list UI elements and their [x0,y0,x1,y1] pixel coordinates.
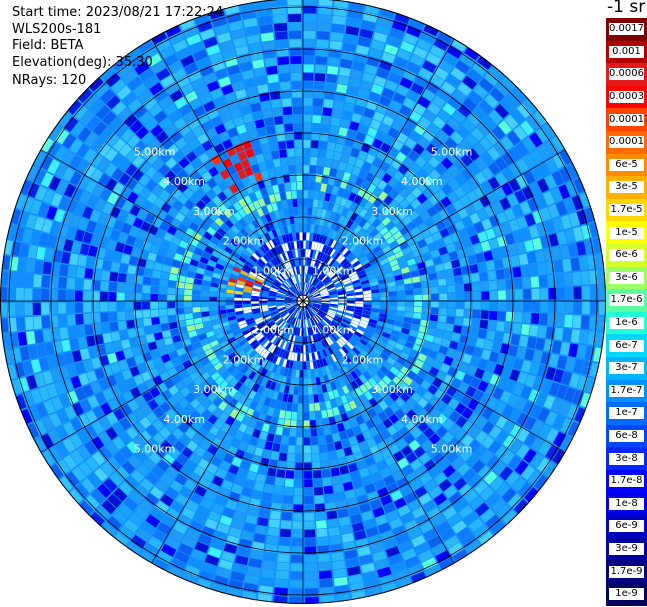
colorbar-label: 6e-7 [609,339,644,352]
range-ring-label: 5.00km [134,146,176,159]
range-ring-label: 3.00km [371,383,413,396]
field-name: Field: BETA [12,38,84,54]
colorbar-cell: 3e-7 [606,357,647,381]
range-gate-group [0,0,603,597]
colorbar-label: 1.7e-6 [609,294,644,307]
colorbar-label: 1e-7 [609,407,644,420]
colorbar-cell: 3e-6 [606,266,647,290]
colorbar-label: 1.7e-5 [609,204,644,217]
colorbar-label: 0.00017 [609,113,647,126]
colorbar-label: 1e-5 [609,226,644,239]
start-time: Start time: 2023/08/21 17:22:24 [12,5,224,20]
ppi-scan-plot: 1.00km 1.00km 1.00km 1.00km 2.00km 2.00km 2.00… [0,0,606,604]
colorbar-cell: 0.0003 [606,85,647,109]
colorbar-cell: 1e-7 [606,402,647,426]
colorbar-cell: 6e-5 [606,153,647,177]
colorbar-label: 0.0006 [609,68,644,81]
colorbar-cell: 6e-9 [606,515,647,539]
azimuth-spoke [151,38,304,302]
colorbar-label: 1e-9 [609,588,644,601]
azimuth-spoke [302,300,455,564]
range-gate-group [0,6,597,604]
polar-grid [0,0,606,604]
range-ring-label: 2.00km [223,235,265,248]
azimuth-spoke [302,38,455,302]
colorbar-cell: 3e-8 [606,447,647,471]
colorbar-label: 1e-8 [609,497,644,510]
colorbar-cell: 1e-6 [606,311,647,335]
device-name: WLS200s-181 [12,21,102,37]
range-ring-label: 2.00km [342,235,384,248]
range-ring-label: 2.00km [223,353,265,366]
colorbar-label: 3e-6 [609,271,644,284]
colorbar-label: 1.7e-9 [609,565,644,578]
range-ring-label: 1.00km [253,324,295,337]
range-ring-label: 3.00km [193,383,235,396]
colorbar-label: 1e-6 [609,317,644,330]
range-ring-label: 3.00km [371,205,413,218]
azimuth-spoke [302,300,566,453]
range-gate-group [1,0,599,590]
range-ring-label: 1.00km [312,264,354,277]
range-ring-label: 1.00km [312,324,354,337]
colorbar-label: 3e-5 [609,181,644,194]
colorbar-cell: 1e-5 [606,221,647,245]
range-gate-group [227,270,264,293]
elevation: Elevation(deg): 35.30 [12,54,153,70]
azimuth-spoke [40,300,304,453]
colorbar-label: 0.0017 [609,23,644,36]
range-ring-label: 4.00km [163,413,205,426]
ray-count: NRays: 120 [12,73,87,89]
colorbar-cell: 1.7e-9 [606,560,647,584]
range-ring-label: 1.00km [253,264,295,277]
range-gate-group [3,0,606,598]
colorbar-label: 6e-5 [609,158,644,171]
range-gate-group [226,274,257,295]
range-gate-group [22,14,606,603]
colorbar-label: 1.7e-8 [609,475,644,488]
range-ring-labels: 1.00km 1.00km 1.00km 1.00km 2.00km 2.00km 2.00… [134,146,473,456]
colorbar-cell: 1.7e-8 [606,470,647,494]
colorbar-cell: 1.7e-6 [606,289,647,313]
colorbar-cell: 1e-8 [606,492,647,516]
azimuth-spoke [40,149,304,302]
azimuth-spoke [302,149,566,302]
colorbar-label: 3e-7 [609,362,644,375]
colorbar-label: 6e-8 [609,430,644,443]
colorbar-cell: 1.7e-5 [606,198,647,222]
colorbar-label: 1.7e-7 [609,384,644,397]
colorbar-cell: 6e-6 [606,244,647,268]
colorbar-cell: 1.7e-7 [606,379,647,403]
range-ring-label: 3.00km [193,205,235,218]
colorbar-cell: 0.001 [606,40,647,64]
colorbar-units: -1 sr [607,0,646,17]
colorbar-cell: 0.00017 [606,108,647,132]
colorbar-label: 3e-8 [609,452,644,465]
range-ring-label: 5.00km [134,443,176,456]
colorbar-cell: 6e-8 [606,424,647,448]
colorbar-label: 0.0003 [609,91,644,104]
range-ring-label: 4.00km [401,413,443,426]
colorbar-cell: 0.0017 [606,18,647,42]
range-ring-label: 4.00km [401,175,443,188]
colorbar-cell: 6e-7 [606,334,647,358]
colorbar-label: 3e-9 [609,543,644,556]
colorbar-cell: 0.0001 [606,131,647,155]
radar-center-marker [296,294,310,308]
colorbar-cell: 3e-9 [606,537,647,561]
colorbar-label: 6e-6 [609,249,644,262]
colorbar-label: 6e-9 [609,520,644,533]
colorbar-label: 0.001 [609,45,644,58]
azimuth-spoke [151,300,304,564]
range-ring-label: 2.00km [342,353,384,366]
range-ring-label: 5.00km [431,443,473,456]
range-ring-label: 4.00km [163,175,205,188]
range-ring-label: 5.00km [431,146,473,159]
colorbar-cell: 0.0006 [606,63,647,87]
scan-metadata: Start time: 2023/08/21 17:22:24 WLS200s-… [12,5,223,90]
colorbar-cell: 3e-5 [606,176,647,200]
colorbar-label: 0.0001 [609,136,644,149]
colorbar-cell: 1e-9 [606,583,647,607]
